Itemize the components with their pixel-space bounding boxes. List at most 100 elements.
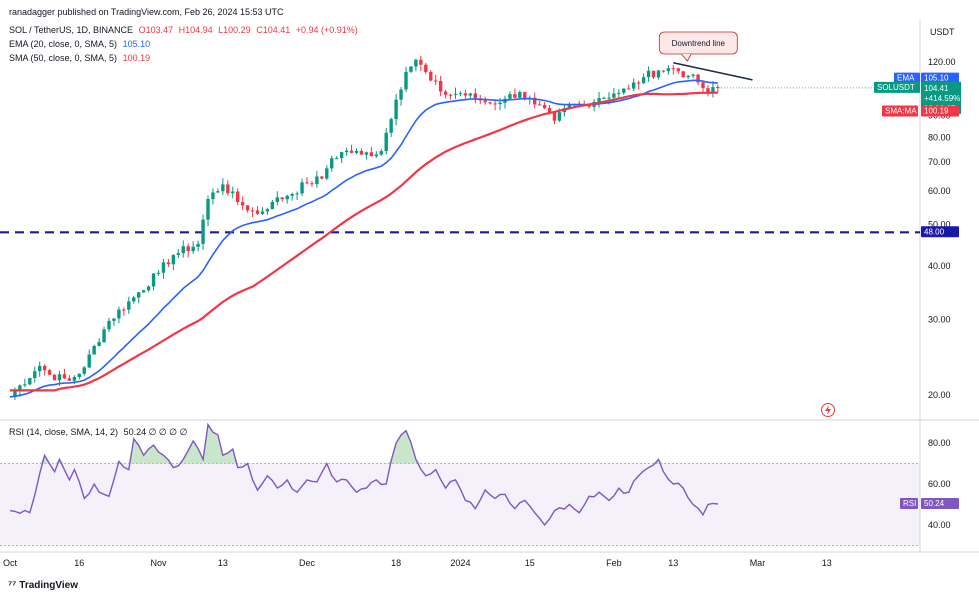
candle-body bbox=[97, 342, 101, 346]
candle-body bbox=[711, 87, 715, 94]
ema-20-line bbox=[9, 79, 718, 398]
sma-legend[interactable]: SMA (50, close, 0, SMA, 5) 100.19 bbox=[9, 52, 153, 64]
candle-body bbox=[18, 385, 22, 392]
rsi-overbought-fill bbox=[208, 424, 213, 464]
candle-body bbox=[181, 246, 185, 254]
ema-label: EMA (20, close, 0, SMA, 5) bbox=[9, 39, 118, 49]
candle-body bbox=[275, 197, 279, 202]
rsi-overbought-fill bbox=[153, 445, 159, 464]
candle-body bbox=[567, 105, 572, 109]
rsi-overbought-fill bbox=[212, 432, 218, 464]
rsi-overbought-fill bbox=[128, 438, 134, 464]
candle-body bbox=[537, 104, 542, 106]
publisher-line: ranadagger published on TradingView.com,… bbox=[9, 6, 284, 18]
tradingview-logo-icon: ⁷⁷ bbox=[8, 580, 17, 591]
candle-body bbox=[82, 367, 86, 374]
candle-body bbox=[92, 345, 96, 355]
rsi-values: 50.24 ∅ ∅ ∅ ∅ bbox=[123, 427, 188, 437]
candle-body bbox=[260, 211, 265, 214]
candle-body bbox=[161, 262, 166, 273]
candle-body bbox=[443, 91, 448, 95]
price-tick-label: 20.00 bbox=[928, 390, 951, 400]
ema-legend[interactable]: EMA (20, close, 0, SMA, 5) 105.10 bbox=[9, 38, 153, 50]
time-tick-label: Mar bbox=[750, 558, 766, 568]
candle-body bbox=[364, 152, 369, 155]
ema-tag-value-text: 105.10 bbox=[924, 74, 949, 83]
candle-body bbox=[112, 318, 116, 321]
candle-body bbox=[196, 243, 200, 247]
rsi-line bbox=[9, 422, 718, 527]
time-tick-label: 18 bbox=[391, 558, 401, 568]
rsi-legend[interactable]: RSI (14, close, SMA, 14, 2) 50.24 ∅ ∅ ∅ … bbox=[9, 426, 190, 438]
candle-body bbox=[146, 286, 151, 291]
rsi-band-fill bbox=[0, 463, 920, 546]
candle-body bbox=[285, 195, 289, 200]
candle-body bbox=[117, 309, 121, 319]
candle-body bbox=[320, 176, 324, 179]
candle-body bbox=[280, 197, 284, 200]
time-tick-label: Dec bbox=[299, 558, 316, 568]
candle-body bbox=[339, 152, 344, 159]
candle-body bbox=[488, 102, 492, 104]
candle-body bbox=[468, 93, 473, 96]
candle-body bbox=[666, 68, 671, 72]
time-tick-label: 2024 bbox=[450, 558, 470, 568]
candle-body bbox=[102, 329, 106, 343]
candle-body bbox=[310, 183, 314, 185]
candle-body bbox=[518, 92, 522, 98]
candle-body bbox=[62, 374, 67, 379]
candle-body bbox=[676, 68, 680, 72]
candle-body bbox=[656, 70, 661, 78]
price-tick-label: 80.00 bbox=[928, 132, 951, 142]
candle-body bbox=[255, 210, 260, 214]
rsi-tag-value-text: 50.24 bbox=[924, 499, 945, 508]
rsi-overbought-fill bbox=[222, 452, 228, 464]
candle-body bbox=[424, 64, 428, 72]
candle-body bbox=[533, 97, 537, 105]
time-tick-label: 15 bbox=[525, 558, 535, 568]
candle-body bbox=[166, 262, 171, 265]
symbol-legend[interactable]: SOL / TetherUS, 1D, BINANCE O103.47 H104… bbox=[9, 24, 361, 36]
downtrend-line bbox=[673, 61, 753, 81]
candle-body bbox=[438, 80, 443, 92]
candle-body bbox=[270, 201, 275, 210]
price-tick-label: 40.00 bbox=[928, 261, 951, 271]
candle-body bbox=[686, 75, 690, 78]
rsi-overbought-fill bbox=[113, 461, 119, 464]
candle-body bbox=[57, 374, 62, 381]
candle-body bbox=[265, 209, 270, 212]
candle-body bbox=[206, 199, 210, 220]
candle-body bbox=[691, 74, 695, 76]
candle-body bbox=[409, 66, 413, 72]
footer-brand[interactable]: ⁷⁷ TradingView bbox=[8, 580, 78, 591]
currency-label[interactable]: USDT bbox=[930, 27, 955, 37]
candle-body bbox=[627, 88, 631, 90]
sma-tag-label-text: SMA:MA bbox=[885, 107, 917, 116]
price-tick-label: 70.00 bbox=[928, 157, 951, 167]
candle-body bbox=[419, 59, 423, 65]
candle-body bbox=[151, 273, 156, 287]
candle-body bbox=[602, 97, 606, 99]
rsi-overbought-fill bbox=[178, 459, 184, 464]
rsi-tag-value-box bbox=[921, 498, 959, 510]
candle-body bbox=[38, 365, 42, 372]
support-tag-box bbox=[921, 226, 959, 238]
rsi-tick-label: 80.00 bbox=[928, 438, 951, 448]
candle-body bbox=[211, 192, 215, 200]
candle-body bbox=[384, 132, 388, 152]
candle-body bbox=[646, 70, 651, 78]
candle-body bbox=[216, 191, 220, 193]
candle-body bbox=[176, 253, 180, 255]
sma-tag-value-box bbox=[921, 105, 959, 117]
candle-body bbox=[429, 71, 433, 81]
rsi-overbought-fill bbox=[138, 445, 144, 464]
rsi-tag-label-box bbox=[900, 498, 918, 510]
candle-body bbox=[458, 93, 463, 95]
candle-body bbox=[557, 112, 562, 121]
candle-body bbox=[632, 82, 636, 89]
candle-body bbox=[221, 184, 225, 192]
candle-body bbox=[414, 59, 418, 67]
time-tick-label: Feb bbox=[606, 558, 622, 568]
candle-body bbox=[349, 150, 354, 153]
